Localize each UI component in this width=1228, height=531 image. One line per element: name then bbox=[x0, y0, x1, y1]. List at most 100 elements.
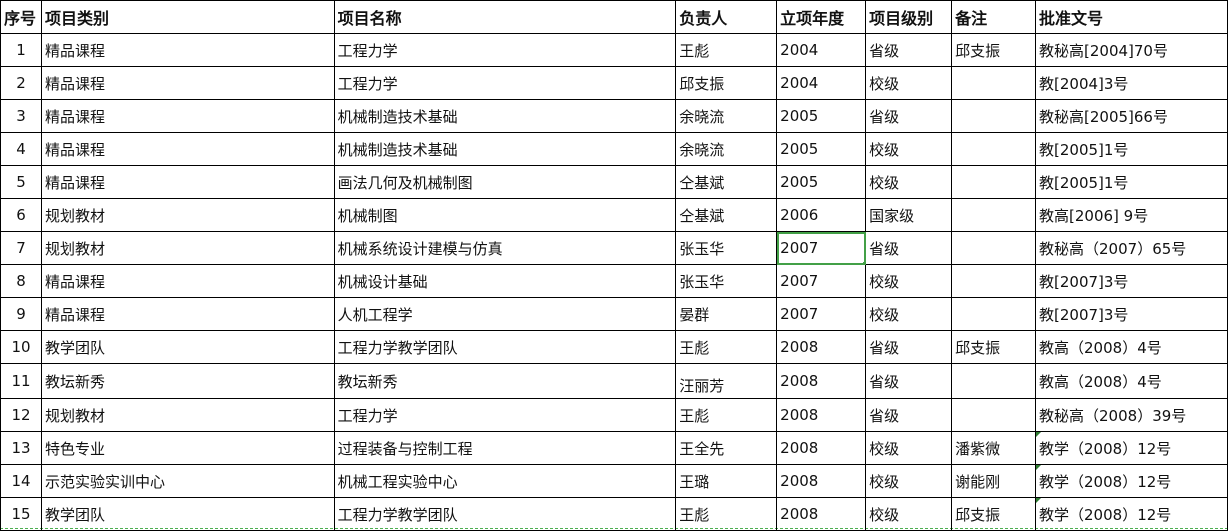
cell-note[interactable]: 邱支振 bbox=[951, 497, 1037, 531]
cell-note[interactable]: 谢能刚 bbox=[951, 464, 1037, 498]
cell-index[interactable]: 6 bbox=[0, 198, 42, 232]
cell-year[interactable]: 2007 bbox=[776, 264, 867, 298]
cell-level[interactable]: 校级 bbox=[865, 165, 953, 199]
cell-name[interactable]: 教坛新秀 bbox=[333, 363, 677, 399]
cell-index[interactable]: 9 bbox=[0, 297, 42, 331]
cell-approval-no[interactable]: 教秘高（2007）65号 bbox=[1035, 231, 1228, 265]
cell-category[interactable]: 教学团队 bbox=[40, 330, 335, 364]
cell-name[interactable]: 过程装备与控制工程 bbox=[333, 431, 677, 465]
cell-year[interactable]: 2008 bbox=[776, 497, 867, 531]
cell-approval-no[interactable]: 教[2005]1号 bbox=[1035, 165, 1228, 199]
cell-approval-no[interactable]: 教学（2008）12号 bbox=[1035, 431, 1228, 465]
cell-name[interactable]: 机械制造技术基础 bbox=[333, 132, 677, 166]
cell-level[interactable]: 省级 bbox=[865, 99, 953, 133]
cell-index[interactable]: 15 bbox=[0, 497, 42, 531]
cell-level[interactable]: 校级 bbox=[865, 431, 953, 465]
cell-year[interactable]: 2005 bbox=[776, 99, 867, 133]
cell-index[interactable]: 10 bbox=[0, 330, 42, 364]
cell-note[interactable] bbox=[951, 132, 1037, 166]
cell-category[interactable]: 规划教材 bbox=[40, 231, 335, 265]
cell-note[interactable]: 邱支振 bbox=[951, 330, 1037, 364]
cell-note[interactable] bbox=[951, 165, 1037, 199]
cell-year[interactable]: 2007 bbox=[776, 231, 867, 265]
cell-year[interactable]: 2005 bbox=[776, 132, 867, 166]
cell-note[interactable]: 潘紫微 bbox=[951, 431, 1037, 465]
cell-owner[interactable]: 仝基斌 bbox=[675, 198, 778, 232]
cell-year[interactable]: 2008 bbox=[776, 330, 867, 364]
header-level[interactable]: 项目级别 bbox=[865, 0, 953, 34]
cell-index[interactable]: 8 bbox=[0, 264, 42, 298]
cell-level[interactable]: 省级 bbox=[865, 398, 953, 432]
cell-level[interactable]: 省级 bbox=[865, 231, 953, 265]
cell-year[interactable]: 2008 bbox=[776, 431, 867, 465]
cell-year[interactable]: 2004 bbox=[776, 33, 867, 67]
header-year[interactable]: 立项年度 bbox=[776, 0, 867, 34]
cell-level[interactable]: 校级 bbox=[865, 66, 953, 100]
cell-approval-no[interactable]: 教[2004]3号 bbox=[1035, 66, 1228, 100]
header-note[interactable]: 备注 bbox=[951, 0, 1037, 34]
cell-name[interactable]: 工程力学 bbox=[333, 66, 677, 100]
cell-note[interactable] bbox=[951, 398, 1037, 432]
cell-index[interactable]: 7 bbox=[0, 231, 42, 265]
cell-category[interactable]: 示范实验实训中心 bbox=[40, 464, 335, 498]
cell-note[interactable] bbox=[951, 297, 1037, 331]
cell-index[interactable]: 12 bbox=[0, 398, 42, 432]
cell-approval-no[interactable]: 教学（2008）12号 bbox=[1035, 497, 1228, 531]
cell-year[interactable]: 2006 bbox=[776, 198, 867, 232]
cell-category[interactable]: 精品课程 bbox=[40, 99, 335, 133]
cell-level[interactable]: 校级 bbox=[865, 132, 953, 166]
header-approval-no[interactable]: 批准文号 bbox=[1035, 0, 1228, 34]
cell-approval-no[interactable]: 教[2007]3号 bbox=[1035, 297, 1228, 331]
cell-index[interactable]: 14 bbox=[0, 464, 42, 498]
cell-owner[interactable]: 王彪 bbox=[675, 398, 778, 432]
cell-level[interactable]: 校级 bbox=[865, 464, 953, 498]
cell-year[interactable]: 2008 bbox=[776, 464, 867, 498]
cell-name[interactable]: 机械制图 bbox=[333, 198, 677, 232]
cell-index[interactable]: 11 bbox=[0, 363, 42, 399]
cell-approval-no[interactable]: 教高（2008）4号 bbox=[1035, 330, 1228, 364]
cell-owner[interactable]: 王全先 bbox=[675, 431, 778, 465]
cell-name[interactable]: 工程力学 bbox=[333, 33, 677, 67]
cell-owner[interactable]: 王璐 bbox=[675, 464, 778, 498]
cell-note[interactable] bbox=[951, 198, 1037, 232]
cell-approval-no[interactable]: 教学（2008）12号 bbox=[1035, 464, 1228, 498]
cell-name[interactable]: 机械系统设计建模与仿真 bbox=[333, 231, 677, 265]
cell-note[interactable] bbox=[951, 264, 1037, 298]
cell-note[interactable] bbox=[951, 66, 1037, 100]
cell-category[interactable]: 精品课程 bbox=[40, 66, 335, 100]
cell-name[interactable]: 工程力学教学团队 bbox=[333, 497, 677, 531]
cell-level[interactable]: 校级 bbox=[865, 497, 953, 531]
cell-owner[interactable]: 张玉华 bbox=[675, 264, 778, 298]
cell-level[interactable]: 校级 bbox=[865, 264, 953, 298]
cell-name[interactable]: 画法几何及机械制图 bbox=[333, 165, 677, 199]
cell-index[interactable]: 4 bbox=[0, 132, 42, 166]
cell-level[interactable]: 省级 bbox=[865, 33, 953, 67]
cell-level[interactable]: 校级 bbox=[865, 297, 953, 331]
cell-approval-no[interactable]: 教秘高（2008）39号 bbox=[1035, 398, 1228, 432]
cell-category[interactable]: 规划教材 bbox=[40, 398, 335, 432]
cell-owner[interactable]: 王彪 bbox=[675, 497, 778, 531]
cell-category[interactable]: 教学团队 bbox=[40, 497, 335, 531]
cell-name[interactable]: 机械制造技术基础 bbox=[333, 99, 677, 133]
cell-name[interactable]: 人机工程学 bbox=[333, 297, 677, 331]
cell-owner[interactable]: 王彪 bbox=[675, 33, 778, 67]
cell-index[interactable]: 2 bbox=[0, 66, 42, 100]
cell-approval-no[interactable]: 教[2007]3号 bbox=[1035, 264, 1228, 298]
cell-level[interactable]: 国家级 bbox=[865, 198, 953, 232]
cell-category[interactable]: 特色专业 bbox=[40, 431, 335, 465]
cell-owner[interactable]: 余晓流 bbox=[675, 132, 778, 166]
cell-year[interactable]: 2008 bbox=[776, 363, 867, 399]
cell-name[interactable]: 机械工程实验中心 bbox=[333, 464, 677, 498]
cell-level[interactable]: 省级 bbox=[865, 363, 953, 399]
cell-index[interactable]: 3 bbox=[0, 99, 42, 133]
cell-approval-no[interactable]: 教秘高[2005]66号 bbox=[1035, 99, 1228, 133]
cell-name[interactable]: 工程力学 bbox=[333, 398, 677, 432]
cell-category[interactable]: 精品课程 bbox=[40, 297, 335, 331]
cell-note[interactable] bbox=[951, 231, 1037, 265]
cell-note[interactable] bbox=[951, 363, 1037, 399]
cell-year[interactable]: 2005 bbox=[776, 165, 867, 199]
cell-year[interactable]: 2004 bbox=[776, 66, 867, 100]
cell-category[interactable]: 教坛新秀 bbox=[40, 363, 335, 399]
header-owner[interactable]: 负责人 bbox=[675, 0, 778, 34]
cell-owner[interactable]: 邱支振 bbox=[675, 66, 778, 100]
